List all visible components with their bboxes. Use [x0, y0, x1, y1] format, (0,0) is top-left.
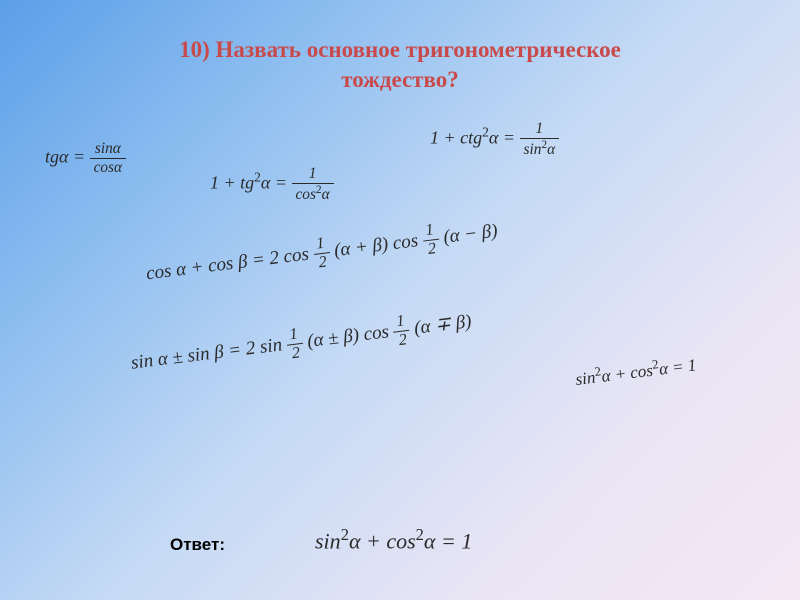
f4-c: (α − β): [442, 220, 499, 247]
f2-num: 1: [292, 165, 334, 184]
f5-b: (α ± β) cos: [306, 321, 390, 352]
f4-half1: 1 2: [311, 234, 331, 273]
tan-den: cosα: [90, 159, 126, 177]
ans-sup2: 2: [416, 525, 424, 544]
tan-left: tgα =: [45, 147, 85, 167]
f4-h1-num: 1: [311, 234, 329, 255]
f4-h1-den: 2: [314, 253, 332, 273]
f2-den-b: α: [322, 186, 330, 203]
title-line-2: тождество?: [341, 67, 459, 92]
f3-den: sin2α: [520, 139, 560, 159]
f4-h2-num: 1: [421, 221, 439, 242]
f4-half2: 1 2: [421, 221, 441, 260]
formula-tan-sq: 1 + tg2α = 1 cos2α: [210, 165, 334, 204]
f5-h1-num: 1: [285, 325, 303, 346]
slide-title: 10) Назвать основное тригонометрическое …: [0, 0, 800, 95]
f4-a: cos α + cos β = 2 cos: [145, 244, 310, 285]
ans-a: sin: [315, 528, 341, 553]
f3-den-b: α: [547, 141, 555, 158]
f5-half1: 1 2: [285, 325, 305, 364]
f2-den-a: cos: [296, 186, 316, 203]
f5-h1-den: 2: [287, 344, 305, 364]
f5-h2-num: 1: [391, 312, 409, 333]
f2-den: cos2α: [292, 184, 334, 204]
tan-num: sinα: [90, 140, 126, 159]
title-line-1: 10) Назвать основное тригонометрическое: [179, 37, 621, 62]
f5-half2: 1 2: [391, 312, 411, 351]
f5-a: sin α ± sin β = 2 sin: [130, 334, 283, 373]
f5-c: (α ∓ β): [413, 311, 473, 339]
ans-b: α + cos: [349, 528, 416, 553]
ans-c: α = 1: [424, 528, 472, 553]
f2-frac: 1 cos2α: [292, 165, 334, 204]
formula-sin-sum: sin α ± sin β = 2 sin 1 2 (α ± β) cos 1 …: [129, 304, 474, 382]
f3-num: 1: [520, 120, 560, 139]
f2-mid: α =: [261, 173, 287, 193]
f3-den-a: sin: [524, 141, 542, 158]
answer-formula: sin2α + cos2α = 1: [315, 525, 472, 554]
ans-sup1: 2: [341, 525, 349, 544]
f6-b: α + cos: [600, 361, 653, 386]
formula-ctg-sq: 1 + ctg2α = 1 sin2α: [430, 120, 559, 159]
f2-sup: 2: [254, 170, 261, 185]
f3-mid: α =: [489, 128, 515, 148]
f3-left: 1 + ctg: [430, 128, 482, 148]
f6-a: sin: [574, 368, 596, 389]
f2-left: 1 + tg: [210, 173, 254, 193]
f3-sup: 2: [482, 125, 489, 140]
answer-label: Ответ:: [170, 535, 225, 555]
tan-frac: sinα cosα: [90, 140, 126, 177]
formula-pythagorean: sin2α + cos2α = 1: [574, 353, 697, 390]
f4-h2-den: 2: [423, 240, 441, 260]
f4-b: (α + β) cos: [333, 230, 419, 261]
f3-frac: 1 sin2α: [520, 120, 560, 159]
f6-c: α = 1: [658, 355, 697, 378]
formula-cos-sum: cos α + cos β = 2 cos 1 2 (α + β) cos 1 …: [144, 214, 500, 294]
formula-tan: tgα = sinα cosα: [45, 140, 126, 177]
f5-h2-den: 2: [394, 331, 412, 351]
